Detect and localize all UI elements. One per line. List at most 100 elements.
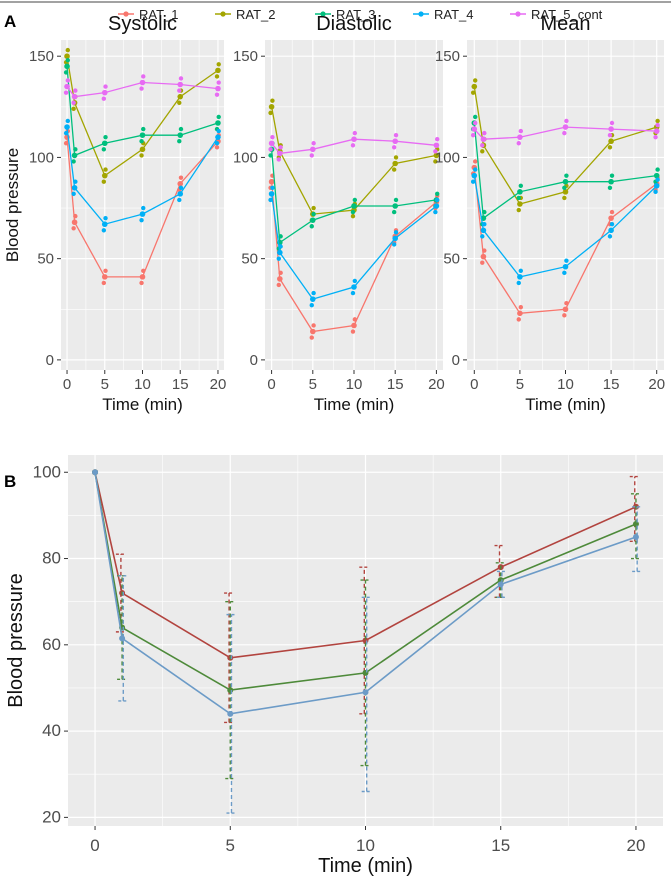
series-rat-5-cont (63, 74, 221, 105)
panel-label-a: A (4, 12, 16, 31)
data-point-replicate (139, 217, 144, 223)
data-point-replicate (350, 143, 356, 148)
x-tick-label: 5 (516, 376, 524, 393)
data-point-replicate (311, 205, 316, 211)
data-point (277, 249, 283, 256)
data-point (101, 89, 108, 96)
data-point-replicate (71, 226, 76, 231)
series-line (270, 181, 437, 333)
data-point (517, 134, 523, 140)
data-point-replicate (516, 195, 521, 201)
data-point (92, 469, 99, 476)
series-line (66, 137, 219, 278)
data-point-replicate (473, 167, 478, 172)
data-point-replicate (482, 209, 487, 215)
data-point-replicate (178, 185, 184, 190)
y-tick-label: 100 (29, 149, 54, 166)
data-point-replicate (518, 268, 524, 273)
data-point-replicate (433, 159, 438, 164)
data-point (268, 140, 275, 147)
data-point-replicate (470, 90, 476, 95)
data-point-replicate (482, 130, 487, 136)
data-point (480, 136, 487, 143)
series-rat-3 (470, 114, 660, 227)
data-point-replicate (653, 189, 658, 195)
data-point-replicate (350, 213, 356, 219)
data-point (139, 274, 146, 280)
data-point (177, 81, 184, 88)
data-point-replicate (607, 145, 613, 150)
data-point-replicate (393, 230, 399, 235)
data-point-replicate (311, 211, 316, 217)
data-point (177, 93, 184, 100)
data-point-replicate (309, 224, 314, 229)
data-point (71, 152, 78, 159)
data-point (227, 710, 234, 717)
data-point-replicate (268, 197, 273, 203)
data-point-replicate (270, 185, 275, 190)
data-point-replicate (71, 159, 76, 164)
data-point-replicate (65, 78, 70, 83)
data-point-replicate (178, 126, 184, 132)
series-line (473, 122, 657, 220)
data-point-replicate (101, 96, 107, 101)
data-point-replicate (101, 228, 107, 233)
data-point-replicate (562, 313, 567, 318)
data-point-replicate (139, 86, 144, 91)
data-point (139, 146, 146, 153)
data-point (309, 296, 316, 302)
data-point (64, 124, 70, 130)
data-point-replicate (393, 155, 399, 160)
data-point-replicate (655, 177, 660, 182)
y-tick-label: 100 (233, 149, 258, 166)
data-point (517, 274, 523, 280)
data-point-replicate (141, 268, 146, 273)
data-point (392, 138, 399, 145)
data-point-replicate (268, 147, 273, 152)
y-tick-label: 150 (435, 48, 460, 65)
data-point-replicate (391, 209, 397, 215)
data-point (177, 132, 184, 138)
facet-title: Diastolic (316, 13, 392, 35)
data-point-replicate (473, 114, 478, 120)
series-rat-5-cont (268, 130, 440, 162)
data-point (139, 79, 146, 86)
data-point-replicate (309, 335, 314, 340)
y-tick-label: 50 (241, 251, 258, 268)
data-point-replicate (71, 191, 76, 197)
legend: RAT_1 RAT_2 RAT_3 RAT_4 RAT_5_cont (118, 7, 603, 22)
data-point-replicate (178, 175, 184, 180)
data-point-replicate (352, 197, 358, 203)
data-point-replicate (103, 215, 108, 221)
series-line (66, 66, 219, 157)
x-axis-title: Time (min) (525, 395, 606, 414)
data-point (562, 189, 569, 195)
x-tick-label: 5 (309, 376, 317, 393)
data-point (277, 150, 283, 157)
data-point-replicate (350, 209, 356, 215)
data-point-replicate (214, 141, 220, 146)
data-point (362, 689, 369, 696)
data-point (64, 83, 70, 90)
legend-label: RAT_5_cont (531, 7, 603, 22)
data-point-replicate (141, 205, 146, 211)
data-point-replicate (480, 234, 485, 239)
data-point (227, 687, 234, 694)
data-point-replicate (268, 153, 273, 158)
data-point-replicate (609, 209, 615, 215)
data-point (177, 191, 184, 197)
data-point-replicate (278, 234, 283, 239)
x-tick-label: 15 (603, 376, 620, 393)
data-point (517, 189, 523, 195)
data-point (392, 203, 399, 209)
data-point-replicate (270, 98, 275, 103)
data-point-replicate (63, 130, 69, 136)
data-point-replicate (518, 305, 524, 310)
x-tick-label: 20 (210, 376, 227, 393)
data-point-replicate (278, 270, 283, 276)
x-tick-label: 10 (557, 376, 574, 393)
x-tick-label: 5 (226, 836, 235, 855)
series-diastolic (92, 469, 643, 814)
data-point-replicate (139, 139, 144, 144)
